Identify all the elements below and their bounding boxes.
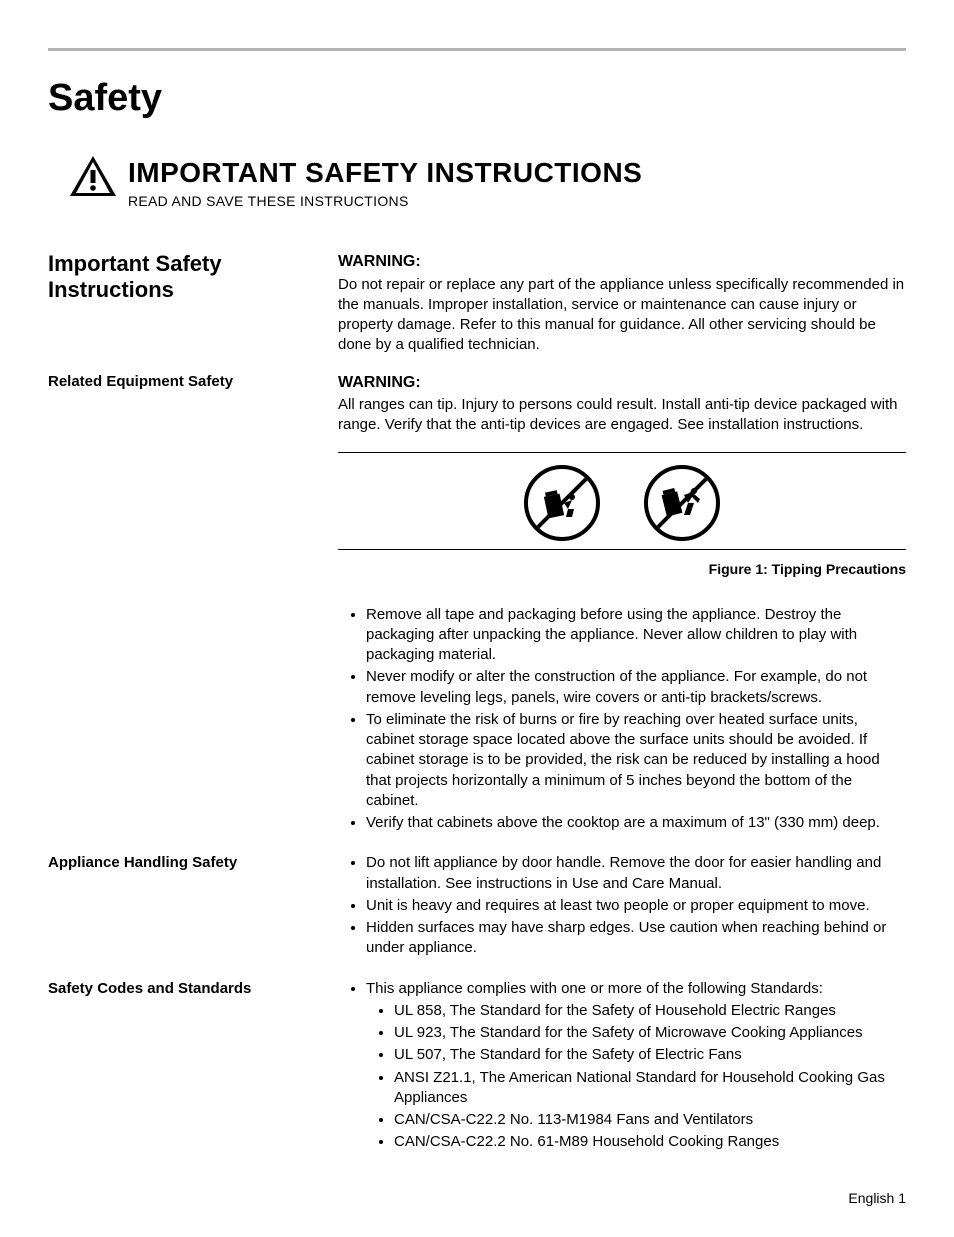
figure-caption: Figure 1: Tipping Precautions (338, 560, 906, 579)
header-sub: READ AND SAVE THESE INSTRUCTIONS (128, 192, 642, 211)
section4-right: This appliance complies with one or more… (338, 979, 906, 1155)
section2-right: WARNING: All ranges can tip. Injury to p… (338, 372, 906, 854)
list-item: UL 507, The Standard for the Safety of E… (394, 1045, 906, 1065)
list-item: UL 923, The Standard for the Safety of M… (394, 1023, 906, 1043)
list-item: Verify that cabinets above the cooktop a… (366, 813, 906, 833)
list-item: CAN/CSA-C22.2 No. 61-M89 Household Cooki… (394, 1132, 906, 1152)
list-item: UL 858, The Standard for the Safety of H… (394, 1001, 906, 1021)
page-number: English 1 (48, 1189, 906, 1208)
figure-rule-bottom (338, 549, 906, 550)
tipping-icon-1 (522, 463, 602, 543)
list-item: ANSI Z21.1, The American National Standa… (394, 1068, 906, 1109)
list-item: CAN/CSA-C22.2 No. 113-M1984 Fans and Ven… (394, 1110, 906, 1130)
list-item: Remove all tape and packaging before usi… (366, 605, 906, 666)
page-title: Safety (48, 73, 906, 124)
section3-heading: Appliance Handling Safety (48, 853, 318, 873)
figure-area (338, 463, 906, 543)
list-item: Do not lift appliance by door handle. Re… (366, 853, 906, 894)
list-item: Never modify or alter the construction o… (366, 667, 906, 708)
section2-bullets: Remove all tape and packaging before usi… (338, 605, 906, 834)
header-main: IMPORTANT SAFETY INSTRUCTIONS (128, 154, 642, 192)
section1-right: WARNING: Do not repair or replace any pa… (338, 251, 906, 372)
section3-bullets: Do not lift appliance by door handle. Re… (338, 853, 906, 958)
section1-heading: Important Safety Instructions (48, 251, 318, 304)
tipping-icon-2 (642, 463, 722, 543)
section4-bullets: This appliance complies with one or more… (338, 979, 906, 1153)
section4-left: Safety Codes and Standards (48, 979, 328, 1155)
section4-heading: Safety Codes and Standards (48, 979, 318, 999)
section4-lead: This appliance complies with one or more… (366, 980, 823, 997)
list-item: Unit is heavy and requires at least two … (366, 896, 906, 916)
section2-heading: Related Equipment Safety (48, 372, 318, 392)
section2-left: Related Equipment Safety (48, 372, 328, 854)
figure-rule-top (338, 452, 906, 453)
list-item: This appliance complies with one or more… (366, 979, 906, 1153)
section1-warning-label: WARNING: (338, 251, 906, 273)
section4-standards: UL 858, The Standard for the Safety of H… (366, 1001, 906, 1153)
section1-text: Do not repair or replace any part of the… (338, 275, 906, 356)
section3-right: Do not lift appliance by door handle. Re… (338, 853, 906, 978)
list-item: To eliminate the risk of burns or fire b… (366, 710, 906, 811)
header-block: IMPORTANT SAFETY INSTRUCTIONS READ AND S… (48, 154, 906, 211)
top-rule (48, 48, 906, 51)
section3-left: Appliance Handling Safety (48, 853, 328, 978)
warning-icon (68, 154, 118, 198)
content-grid: Important Safety Instructions WARNING: D… (48, 251, 906, 1155)
section1-left: Important Safety Instructions (48, 251, 328, 372)
section2-text: All ranges can tip. Injury to persons co… (338, 395, 906, 436)
section2-warning-label: WARNING: (338, 372, 906, 394)
list-item: Hidden surfaces may have sharp edges. Us… (366, 918, 906, 959)
